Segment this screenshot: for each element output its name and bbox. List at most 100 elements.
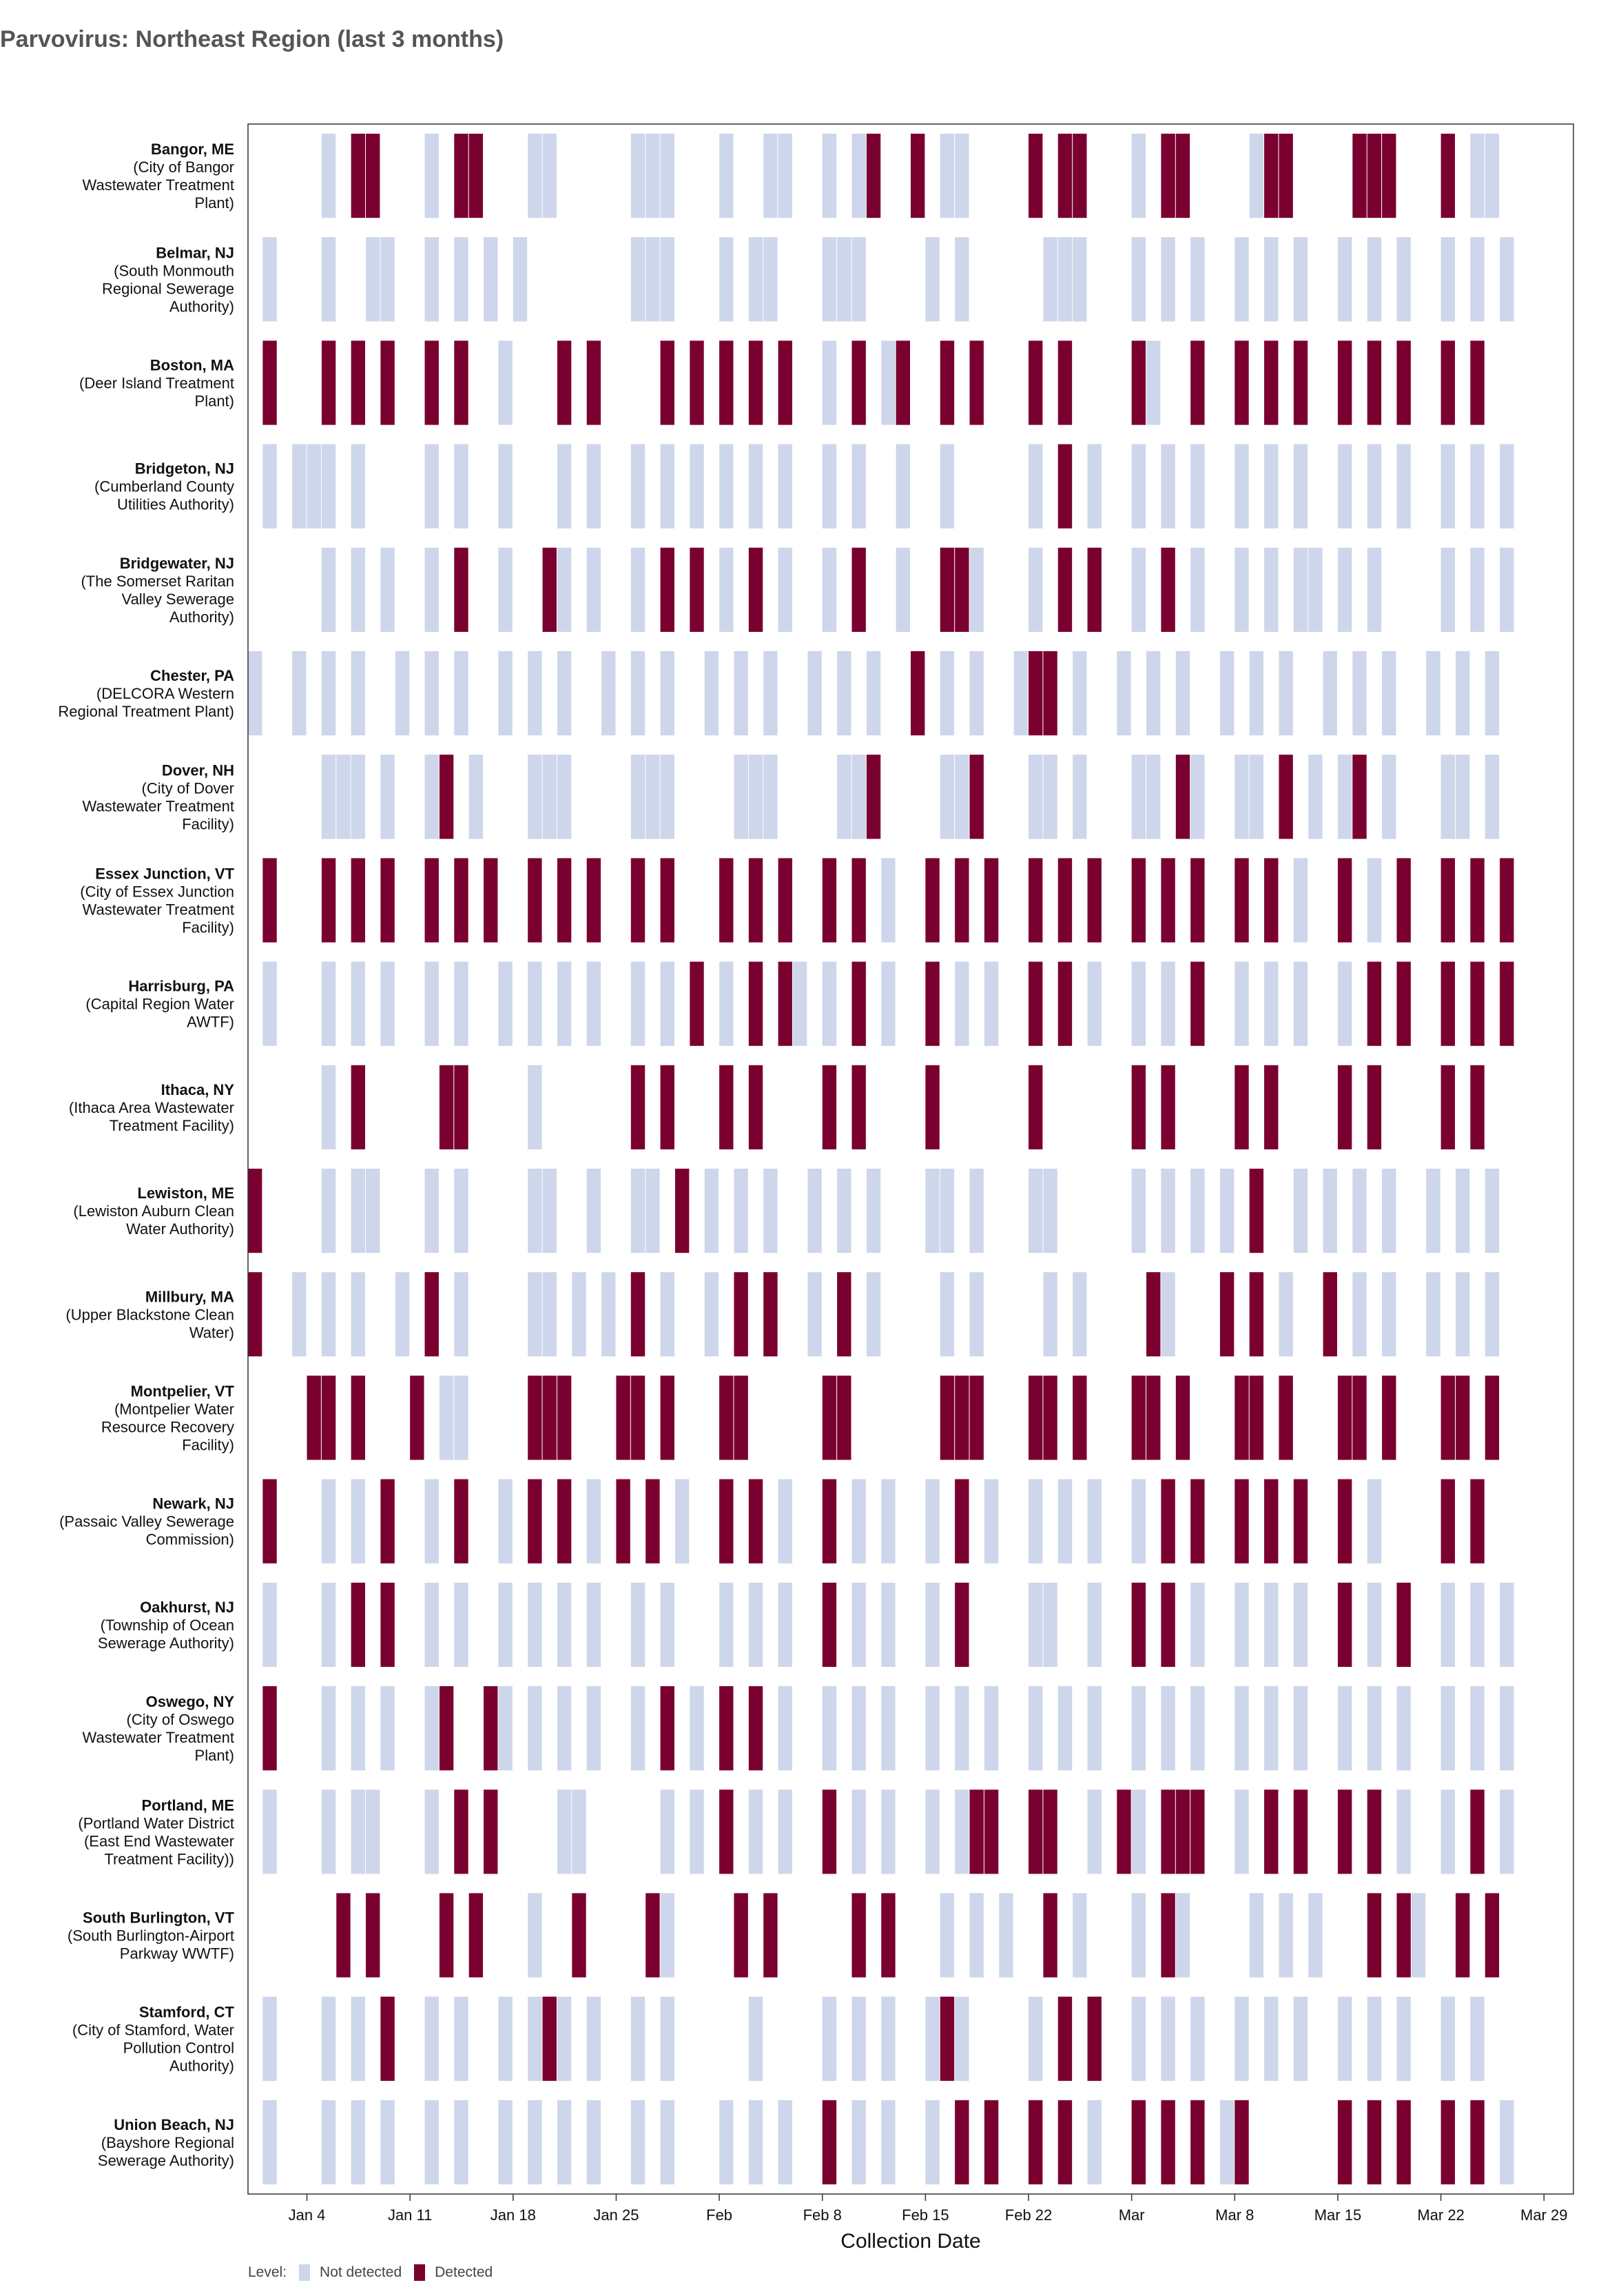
site-detail-label: (Bayshore Regional bbox=[101, 2134, 234, 2151]
cell-detected bbox=[1323, 1272, 1337, 1357]
cell-not-detected bbox=[528, 1272, 542, 1357]
cell-not-detected bbox=[424, 1582, 439, 1667]
site-detail-label: (Ithaca Area Wastewater bbox=[69, 1099, 234, 1116]
cell-not-detected bbox=[881, 1686, 896, 1771]
site-detail-label: (South Burlington-Airport bbox=[68, 1927, 234, 1945]
cell-detected bbox=[1279, 1375, 1293, 1460]
cell-not-detected bbox=[528, 134, 542, 218]
cell-detected bbox=[1161, 1065, 1175, 1149]
cell-detected bbox=[969, 340, 984, 425]
cell-detected bbox=[925, 1065, 940, 1149]
cell-not-detected bbox=[1470, 547, 1485, 632]
site-detail-label: Wastewater Treatment bbox=[83, 176, 234, 194]
cell-not-detected bbox=[586, 547, 601, 632]
cell-not-detected bbox=[645, 1169, 660, 1253]
cell-not-detected bbox=[1073, 1272, 1087, 1357]
cell-not-detected bbox=[881, 858, 896, 943]
cell-not-detected bbox=[1500, 237, 1514, 322]
cell-not-detected bbox=[630, 1686, 645, 1771]
cell-not-detected bbox=[1426, 651, 1440, 736]
cell-detected bbox=[645, 1479, 660, 1564]
cell-not-detected bbox=[321, 1065, 336, 1149]
cell-detected bbox=[1367, 340, 1382, 425]
cell-detected bbox=[366, 134, 380, 218]
cell-not-detected bbox=[498, 340, 513, 425]
cell-not-detected bbox=[292, 1272, 307, 1357]
cell-detected bbox=[542, 1375, 557, 1460]
cell-not-detected bbox=[1455, 1169, 1470, 1253]
cell-not-detected bbox=[557, 1790, 572, 1874]
cell-not-detected bbox=[925, 1169, 940, 1253]
cell-not-detected bbox=[1396, 237, 1411, 322]
cell-detected bbox=[528, 1479, 542, 1564]
cell-not-detected bbox=[321, 237, 336, 322]
cell-not-detected bbox=[1190, 1169, 1205, 1253]
cell-not-detected bbox=[380, 755, 395, 839]
cell-not-detected bbox=[1029, 1996, 1043, 2081]
cell-detected bbox=[1500, 858, 1514, 943]
cell-detected bbox=[719, 1686, 734, 1771]
cell-not-detected bbox=[719, 547, 734, 632]
cell-not-detected bbox=[1219, 651, 1235, 736]
cell-not-detected bbox=[1175, 1893, 1190, 1978]
cell-detected bbox=[572, 1893, 586, 1978]
cell-detected bbox=[1440, 1375, 1455, 1460]
cell-detected bbox=[822, 1065, 837, 1149]
site-detail-label: (Capital Region Water bbox=[85, 996, 234, 1013]
cell-not-detected bbox=[380, 2100, 395, 2184]
cell-not-detected bbox=[1235, 1686, 1249, 1771]
cell-detected bbox=[1190, 858, 1205, 943]
cell-not-detected bbox=[881, 1996, 896, 2081]
cell-not-detected bbox=[1161, 1169, 1175, 1253]
cell-not-detected bbox=[734, 1169, 748, 1253]
cell-detected bbox=[984, 2100, 999, 2184]
cell-not-detected bbox=[851, 237, 866, 322]
cell-not-detected bbox=[630, 755, 645, 839]
cell-not-detected bbox=[1235, 444, 1249, 529]
cell-detected bbox=[1367, 2100, 1382, 2184]
site-detail-label: (Passaic Valley Sewerage bbox=[59, 1513, 234, 1530]
cell-detected bbox=[734, 1375, 748, 1460]
cell-detected bbox=[351, 1582, 366, 1667]
cell-not-detected bbox=[1235, 547, 1249, 632]
cell-detected bbox=[557, 1479, 572, 1564]
cell-not-detected bbox=[1043, 755, 1057, 839]
cell-not-detected bbox=[1500, 444, 1514, 529]
cell-detected bbox=[1190, 1790, 1205, 1874]
cell-not-detected bbox=[748, 1996, 763, 2081]
cell-not-detected bbox=[468, 755, 484, 839]
cell-detected bbox=[837, 1375, 851, 1460]
cell-not-detected bbox=[1264, 444, 1279, 529]
cell-detected bbox=[351, 340, 366, 425]
cell-not-detected bbox=[528, 1065, 542, 1149]
cell-not-detected bbox=[690, 444, 704, 529]
cell-detected bbox=[468, 134, 484, 218]
cell-not-detected bbox=[424, 2100, 439, 2184]
cell-not-detected bbox=[1264, 237, 1279, 322]
cell-not-detected bbox=[1131, 134, 1146, 218]
cell-detected bbox=[248, 1169, 262, 1253]
cell-detected bbox=[911, 134, 925, 218]
cell-not-detected bbox=[1337, 755, 1352, 839]
cell-not-detected bbox=[630, 1169, 645, 1253]
cell-not-detected bbox=[851, 1790, 866, 1874]
cell-not-detected bbox=[955, 134, 969, 218]
cell-not-detected bbox=[1500, 1790, 1514, 1874]
site-name-label: Stamford, CT bbox=[139, 2004, 235, 2021]
cell-not-detected bbox=[557, 547, 572, 632]
cell-detected bbox=[1500, 961, 1514, 1046]
cell-detected bbox=[896, 340, 910, 425]
cell-not-detected bbox=[1426, 1272, 1440, 1357]
cell-detected bbox=[1161, 1582, 1175, 1667]
cell-detected bbox=[822, 1790, 837, 1874]
cell-detected bbox=[424, 858, 439, 943]
cell-not-detected bbox=[1485, 134, 1500, 218]
cell-not-detected bbox=[1470, 237, 1485, 322]
cell-detected bbox=[1235, 1479, 1249, 1564]
cell-detected bbox=[1087, 858, 1102, 943]
cell-detected bbox=[778, 961, 792, 1046]
cell-not-detected bbox=[1073, 651, 1087, 736]
cell-detected bbox=[837, 1272, 851, 1357]
cell-detected bbox=[1293, 1790, 1308, 1874]
site-detail-label: Wastewater Treatment bbox=[83, 1729, 234, 1746]
